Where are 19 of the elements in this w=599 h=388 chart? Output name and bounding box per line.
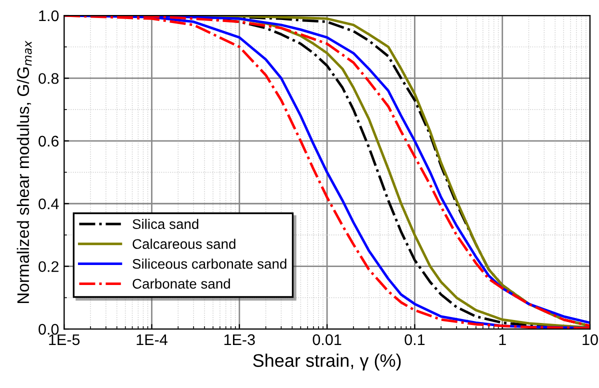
x-axis-title: Shear strain, γ (%) bbox=[253, 354, 401, 371]
x-tick-label: 10 bbox=[582, 334, 598, 346]
y-tick-label: 0.8 bbox=[38, 73, 59, 84]
legend-label: Siliceous carbonate sand bbox=[132, 258, 286, 269]
y-tick-label: 1.0 bbox=[39, 10, 59, 22]
legend-label: Silica sand bbox=[132, 218, 198, 230]
x-tick-label: 1 bbox=[499, 334, 506, 345]
y-tick-label: 0.0 bbox=[38, 324, 59, 335]
x-tick-label: 1E-5 bbox=[49, 334, 80, 346]
x-tick-label: 1E-4 bbox=[136, 334, 168, 345]
y-tick-label: 0.4 bbox=[38, 198, 59, 210]
x-tick-label: 1E-3 bbox=[224, 334, 255, 346]
legend-label: Carbonate sand bbox=[132, 278, 230, 289]
legend-label: Calcareous sand bbox=[132, 238, 236, 249]
y-tick-label: 0.2 bbox=[38, 261, 58, 272]
x-tick-label: 0.01 bbox=[312, 334, 342, 346]
x-tick-label: 0.1 bbox=[404, 334, 425, 346]
y-tick-label: 0.6 bbox=[38, 136, 59, 147]
y-axis-title: Normalized shear modulus, G/G$_{max}$ bbox=[16, 40, 32, 303]
